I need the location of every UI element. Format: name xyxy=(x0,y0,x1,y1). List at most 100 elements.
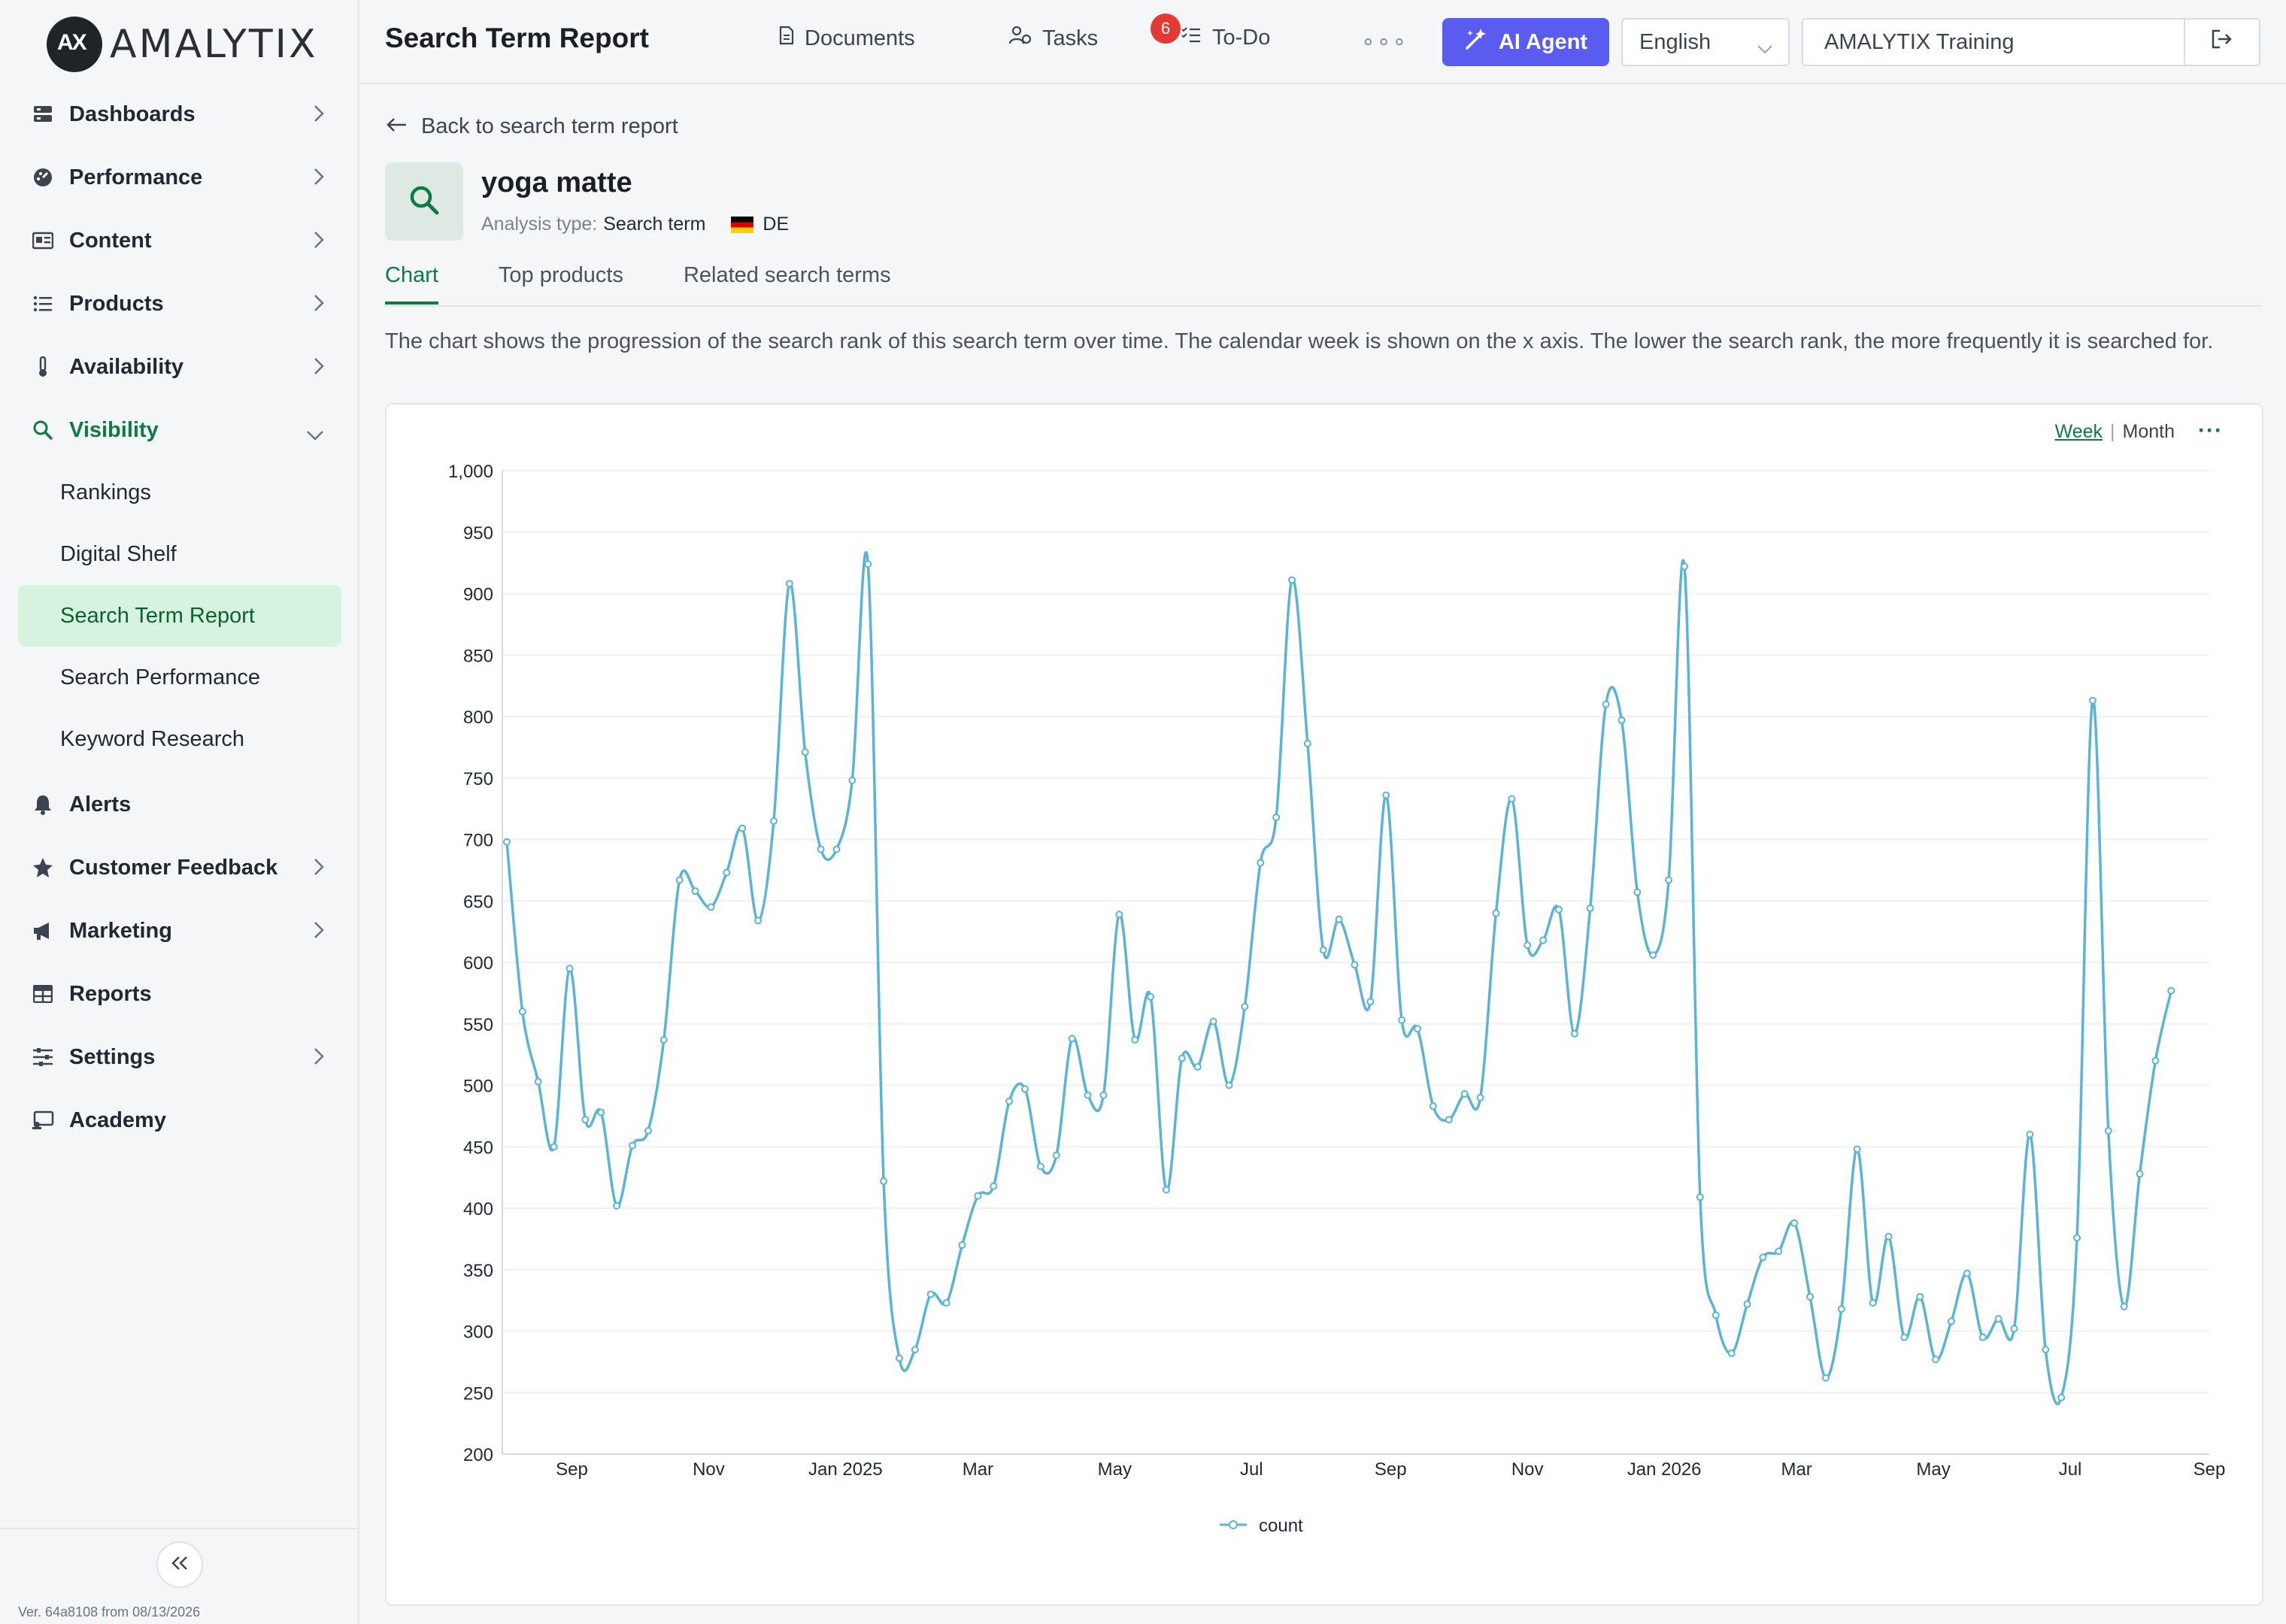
data-point xyxy=(581,1116,590,1124)
more-menu-button[interactable]: ∘∘∘ xyxy=(1361,29,1408,54)
data-point xyxy=(895,1354,903,1362)
sidebar-subitem-digital-shelf[interactable]: Digital Shelf xyxy=(60,541,177,566)
y-tick-label: 900 xyxy=(463,585,493,605)
y-tick-label: 350 xyxy=(463,1261,493,1281)
y-tick-label: 750 xyxy=(463,769,493,789)
y-tick-label: 650 xyxy=(463,892,493,912)
sidebar-subitem-search-performance[interactable]: Search Performance xyxy=(60,665,260,689)
sidebar-item-label: Customer Feedback xyxy=(69,855,278,880)
data-point xyxy=(644,1126,652,1135)
data-point xyxy=(2088,696,2097,704)
logo-mark-icon: AX xyxy=(47,17,102,72)
germany-flag-icon xyxy=(731,216,754,233)
double-chevron-left-icon xyxy=(170,1555,189,1575)
sidebar-item-alerts[interactable]: Alerts xyxy=(18,773,341,836)
sidebar-item-dashboards[interactable]: Dashboards xyxy=(18,83,341,146)
data-point xyxy=(1649,951,1657,959)
data-point xyxy=(550,1143,558,1151)
logout-button[interactable] xyxy=(2184,20,2259,65)
account-name: AMALYTIX Training xyxy=(1824,29,2015,54)
data-point xyxy=(2167,986,2175,995)
data-point xyxy=(675,876,684,884)
sidebar-item-customer-feedback[interactable]: Customer Feedback xyxy=(18,836,341,899)
language-select[interactable]: English xyxy=(1621,18,1790,66)
data-point xyxy=(1821,1374,1830,1382)
sidebar-item-settings[interactable]: Settings xyxy=(18,1026,341,1089)
brand-name: AMALYTIX xyxy=(110,22,318,67)
data-point xyxy=(629,1141,637,1150)
sidebar-item-availability[interactable]: Availability xyxy=(18,335,341,398)
sidebar-item-performance[interactable]: Performance xyxy=(18,146,341,209)
data-point xyxy=(1429,1102,1437,1110)
y-tick-label: 200 xyxy=(463,1445,493,1465)
data-point xyxy=(1994,1315,2003,1323)
sidebar-item-content[interactable]: Content xyxy=(18,209,341,272)
y-tick-label: 550 xyxy=(463,1015,493,1035)
x-tick-label: Sep xyxy=(556,1459,588,1480)
legend-swatch-marker xyxy=(1229,1520,1238,1529)
x-tick-label: Sep xyxy=(1375,1459,1407,1480)
sidebar-item-products[interactable]: Products xyxy=(18,272,341,335)
data-point xyxy=(1287,576,1296,584)
period-month-link[interactable]: Month xyxy=(2122,421,2175,442)
tabs-divider xyxy=(385,305,2262,307)
sidebar-item-academy[interactable]: Academy xyxy=(18,1089,341,1152)
x-tick-label: Mar xyxy=(963,1459,993,1480)
data-point xyxy=(1492,909,1500,917)
rank-line-chart: 200 250 300 350 400 450 500 550 600 650 700 750 800 8… xyxy=(448,462,2225,1536)
back-link[interactable]: Back to search term report xyxy=(385,114,678,139)
y-tick-label: 450 xyxy=(463,1138,493,1158)
chevron-down-icon xyxy=(305,423,325,447)
data-point xyxy=(1209,1017,1217,1026)
star-icon xyxy=(32,856,54,879)
tasks-label: Tasks xyxy=(1042,26,1099,50)
data-point xyxy=(1775,1247,1783,1256)
tab-top-products[interactable]: Top products xyxy=(498,263,623,287)
tab-related-search-terms[interactable]: Related search terms xyxy=(683,263,891,287)
data-point xyxy=(880,1177,888,1186)
data-point xyxy=(1633,888,1642,896)
data-point xyxy=(2057,1393,2066,1401)
period-week-link[interactable]: Week xyxy=(2054,421,2103,442)
search-icon xyxy=(32,419,54,441)
language-value: English xyxy=(1639,29,1711,54)
sidebar-item-label: Academy xyxy=(69,1107,166,1132)
x-tick-label: Jul xyxy=(1240,1459,1263,1480)
sidebar-subitem-keyword-research[interactable]: Keyword Research xyxy=(60,726,244,751)
ai-agent-button[interactable]: AI Agent xyxy=(1442,18,1609,66)
y-tick-label: 800 xyxy=(463,707,493,728)
todo-link[interactable]: To-Do xyxy=(1181,26,1270,50)
data-point xyxy=(1570,1029,1578,1038)
collapse-sidebar-button[interactable] xyxy=(156,1541,203,1588)
chart-menu-button[interactable]: ··· xyxy=(2198,418,2223,443)
data-point xyxy=(801,748,809,756)
tasks-link[interactable]: Tasks xyxy=(1008,26,1099,51)
documents-link[interactable]: Documents xyxy=(779,26,915,51)
search-term-meta: Analysis type: Search term DE xyxy=(481,214,789,235)
sidebar-item-marketing[interactable]: Marketing xyxy=(18,899,341,962)
data-point xyxy=(1147,992,1155,1001)
series-line-count xyxy=(505,550,2173,1406)
data-point xyxy=(1947,1317,1955,1326)
document-icon xyxy=(779,26,805,51)
data-point xyxy=(1978,1333,1987,1341)
sidebar-item-label: Marketing xyxy=(69,918,172,943)
performance-icon xyxy=(32,166,54,189)
data-point xyxy=(1523,941,1532,950)
chevron-right-icon xyxy=(313,230,325,256)
sidebar-item-reports[interactable]: Reports xyxy=(18,962,341,1026)
data-point xyxy=(1319,946,1327,954)
brand-logo[interactable]: AX AMALYTIX xyxy=(47,17,318,72)
sidebar-item-label: Visibility xyxy=(69,417,159,442)
y-tick-label: 500 xyxy=(463,1077,493,1097)
sidebar-item-visibility[interactable]: Visibility xyxy=(18,398,341,462)
sidebar-subitem-rankings[interactable]: Rankings xyxy=(60,480,151,504)
account-field[interactable]: AMALYTIX Training xyxy=(1802,18,2260,66)
chevron-right-icon xyxy=(313,104,325,129)
data-point xyxy=(2136,1170,2144,1178)
sidebar-subitem-search-term-report[interactable]: Search Term Report xyxy=(18,585,341,647)
data-point xyxy=(769,817,778,825)
tab-chart[interactable]: Chart xyxy=(385,263,438,304)
sidebar: AX AMALYTIX Dashboards Performance Conte… xyxy=(0,0,359,1624)
arrow-left-icon xyxy=(385,114,421,139)
